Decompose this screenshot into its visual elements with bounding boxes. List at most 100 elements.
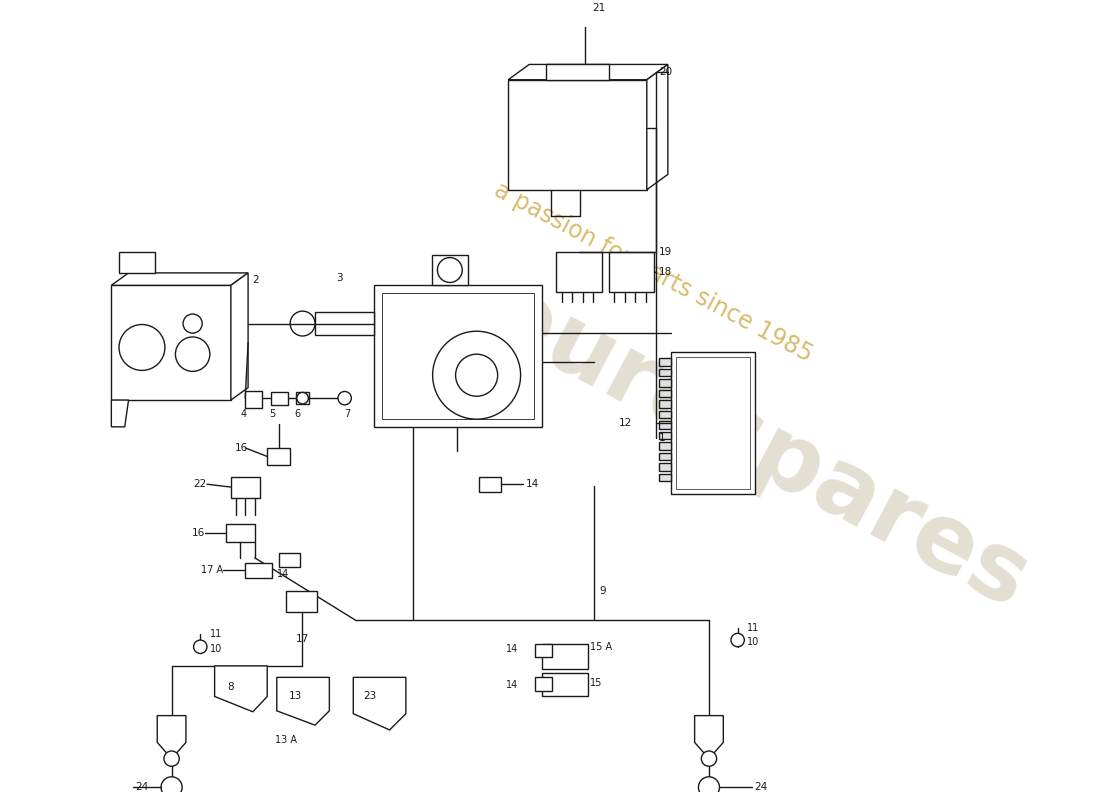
- Circle shape: [432, 331, 520, 419]
- Circle shape: [698, 777, 719, 798]
- Text: 1: 1: [659, 434, 666, 443]
- Bar: [659, 358, 671, 366]
- Text: 16: 16: [191, 528, 205, 538]
- Polygon shape: [157, 716, 186, 758]
- Text: 15 A: 15 A: [591, 642, 613, 652]
- Text: 8: 8: [227, 682, 233, 692]
- Circle shape: [702, 751, 716, 766]
- Bar: [659, 400, 671, 408]
- Bar: [286, 591, 317, 612]
- Text: 13 A: 13 A: [275, 734, 297, 745]
- Bar: [659, 410, 671, 418]
- Text: 15: 15: [591, 678, 603, 688]
- Bar: [245, 390, 263, 408]
- Bar: [111, 286, 231, 400]
- Text: 18: 18: [659, 267, 672, 277]
- Text: 24: 24: [135, 782, 149, 792]
- Text: 6: 6: [294, 410, 300, 419]
- Text: 14: 14: [506, 644, 518, 654]
- Text: 24: 24: [754, 782, 767, 792]
- Bar: [278, 553, 299, 567]
- Text: 17: 17: [296, 634, 309, 644]
- Bar: [315, 312, 374, 335]
- Polygon shape: [508, 65, 668, 80]
- Circle shape: [338, 391, 351, 405]
- Polygon shape: [231, 273, 249, 400]
- Text: 3: 3: [337, 273, 343, 282]
- Bar: [245, 562, 272, 578]
- Text: 14: 14: [277, 569, 289, 579]
- Circle shape: [175, 337, 210, 371]
- Text: 22: 22: [194, 479, 207, 490]
- Bar: [659, 390, 671, 397]
- Polygon shape: [694, 716, 724, 758]
- Bar: [547, 65, 608, 80]
- Bar: [659, 421, 671, 429]
- Text: 17 A: 17 A: [201, 566, 223, 575]
- Polygon shape: [647, 65, 668, 190]
- Text: 19: 19: [659, 247, 672, 257]
- Bar: [675, 357, 750, 489]
- Text: 5: 5: [270, 410, 275, 419]
- Bar: [659, 379, 671, 386]
- Circle shape: [183, 314, 202, 333]
- Bar: [119, 252, 155, 273]
- Bar: [659, 463, 671, 471]
- Circle shape: [438, 258, 462, 282]
- Circle shape: [290, 311, 315, 336]
- Circle shape: [119, 325, 165, 370]
- Bar: [659, 432, 671, 439]
- Text: 12: 12: [619, 418, 632, 428]
- Text: 9: 9: [600, 586, 606, 596]
- Bar: [382, 293, 534, 419]
- Text: eurospares: eurospares: [473, 267, 1044, 629]
- Bar: [535, 678, 552, 690]
- Text: 10: 10: [747, 637, 759, 647]
- Bar: [231, 477, 260, 498]
- Polygon shape: [353, 678, 406, 730]
- Bar: [608, 252, 654, 292]
- Text: 11: 11: [747, 622, 759, 633]
- Bar: [508, 80, 647, 190]
- Circle shape: [194, 640, 207, 654]
- Bar: [267, 448, 290, 465]
- Circle shape: [578, 2, 592, 14]
- Polygon shape: [111, 273, 249, 286]
- Polygon shape: [214, 666, 267, 712]
- Bar: [659, 453, 671, 460]
- Text: 21: 21: [592, 3, 606, 13]
- Circle shape: [164, 751, 179, 766]
- Bar: [431, 254, 467, 286]
- Text: 14: 14: [506, 680, 518, 690]
- Text: 20: 20: [659, 67, 672, 77]
- Polygon shape: [111, 400, 129, 427]
- Bar: [671, 352, 755, 494]
- Circle shape: [297, 393, 308, 404]
- Circle shape: [732, 634, 745, 646]
- Text: 16: 16: [234, 443, 249, 453]
- Circle shape: [455, 354, 497, 396]
- Bar: [556, 252, 602, 292]
- Circle shape: [161, 777, 183, 798]
- Text: 10: 10: [210, 644, 222, 654]
- Bar: [227, 524, 255, 542]
- Bar: [271, 393, 288, 405]
- Polygon shape: [277, 678, 329, 725]
- Bar: [541, 644, 587, 669]
- Bar: [659, 442, 671, 450]
- Text: 23: 23: [363, 691, 376, 702]
- Text: 11: 11: [210, 630, 222, 639]
- Bar: [296, 393, 309, 404]
- Bar: [374, 286, 541, 427]
- Text: 4: 4: [241, 410, 246, 419]
- Bar: [535, 644, 552, 658]
- Bar: [541, 673, 587, 695]
- Bar: [659, 474, 671, 482]
- Text: 13: 13: [289, 691, 302, 702]
- Text: a passion for parts since 1985: a passion for parts since 1985: [491, 178, 817, 366]
- Bar: [480, 477, 501, 492]
- Text: 2: 2: [252, 274, 258, 285]
- Bar: [659, 369, 671, 376]
- Text: 14: 14: [526, 479, 539, 490]
- Text: 7: 7: [343, 410, 350, 419]
